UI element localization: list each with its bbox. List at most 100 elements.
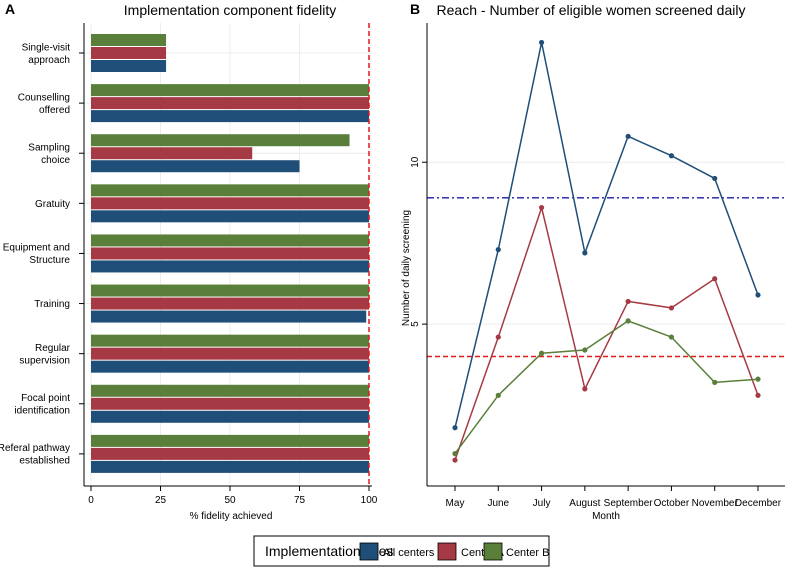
panel-b-x-ticks: May June July August September October Novembe…: [446, 486, 782, 509]
point-center-b-may: [452, 451, 458, 457]
panel-a-x-axis-label: % fidelity achieved: [190, 511, 273, 522]
bar-sampling-choice-center-a: [91, 147, 253, 160]
panel-b-x-tick-label-may: May: [446, 498, 465, 509]
panel-a-category-label: Focal point: [21, 393, 70, 404]
panel-a-category-label: Equipment and: [3, 243, 70, 254]
bar-focal-point-identification-center-b: [91, 384, 369, 397]
panel-a-category-label: Training: [34, 299, 70, 310]
point-all-centers-september: [625, 133, 631, 139]
panel-a-category-label: choice: [41, 155, 70, 166]
panel-a-category-label: established: [19, 456, 70, 467]
legend-swatch-center-b: [483, 542, 503, 561]
panel-b-y-ticks: 5 10: [410, 156, 427, 327]
point-all-centers-june: [495, 247, 501, 253]
point-center-a-september: [625, 298, 631, 305]
point-all-centers-july: [538, 39, 545, 46]
panel-a-x-tick-label: 50: [224, 495, 236, 506]
point-center-a-august: [582, 386, 588, 392]
panel-b-reference-lines: [427, 197, 785, 358]
point-center-a-july: [538, 204, 545, 211]
legend-label-center-b: Center B: [506, 547, 549, 559]
legend-swatch-center-a: [437, 542, 457, 561]
bar-referal-pathway-established-all-centers: [91, 460, 369, 473]
panel-b-x-tick-label-october: October: [654, 498, 690, 509]
bar-gratuity-all-centers: [91, 210, 369, 223]
point-center-a-october: [668, 305, 675, 311]
panel-a-category-label: Referal pathway: [0, 443, 70, 454]
panel-a-category-label: approach: [28, 55, 70, 66]
panel-a-category-label: Sampling: [28, 142, 70, 153]
panel-a: A Implementation component fidelity Sing…: [0, 1, 378, 522]
bar-training-center-b: [91, 284, 369, 297]
bar-focal-point-identification-all-centers: [91, 410, 369, 423]
bar-referal-pathway-established-center-b: [91, 434, 369, 447]
bar-single-visit-approach-center-b: [91, 34, 167, 46]
bar-training-center-a: [91, 297, 369, 310]
bar-equipment-and-structure-center-a: [91, 247, 369, 260]
panel-b-x-tick-label-july: July: [533, 498, 551, 509]
legend-label-all-centers: All centers: [383, 547, 435, 559]
point-all-centers-december: [755, 292, 761, 298]
line-all-centers: [454, 41, 759, 428]
panel-a-x-tick-label: 75: [294, 495, 306, 506]
bar-equipment-and-structure-center-b: [91, 234, 369, 247]
panel-a-letter: A: [5, 1, 15, 17]
bar-regular-supervision-center-a: [91, 347, 369, 360]
point-center-a-november: [712, 276, 718, 282]
point-center-b-august: [582, 347, 588, 353]
point-all-centers-august: [582, 250, 588, 256]
bar-focal-point-identification-center-a: [91, 397, 369, 410]
point-center-a-may: [452, 457, 458, 463]
bar-referal-pathway-established-center-a: [91, 447, 369, 460]
bar-counselling-offered-center-a: [91, 97, 369, 110]
panel-b-y-axis-label: Number of daily screening: [401, 210, 412, 326]
panel-a-category-labels: Single-visit approach Counselling offered Sa…: [0, 42, 84, 467]
panel-b-y-tick-label: 10: [410, 156, 421, 168]
panel-b-y-tick-label: 5: [410, 321, 421, 327]
point-all-centers-may: [452, 425, 458, 431]
point-center-a-june: [495, 334, 501, 340]
panel-a-category-label: offered: [39, 105, 70, 116]
panel-a-category-label: Gratuity: [35, 199, 70, 210]
point-center-a-december: [755, 392, 761, 398]
bar-equipment-and-structure-all-centers: [91, 260, 369, 273]
panel-b-x-tick-label-november: November: [692, 498, 739, 509]
panel-a-category-label: Counselling: [18, 92, 70, 103]
panel-b-x-tick-label-september: September: [604, 498, 654, 509]
point-center-b-october: [668, 334, 675, 340]
panel-a-title: Implementation component fidelity: [124, 2, 336, 18]
panel-b-x-tick-label-august: August: [569, 498, 600, 509]
panel-b-title: Reach - Number of eligible women screene…: [437, 2, 746, 18]
panel-a-bars: [91, 34, 369, 473]
bar-counselling-offered-all-centers: [91, 110, 369, 123]
bar-regular-supervision-center-b: [91, 334, 369, 347]
panel-a-category-label: Single-visit: [22, 42, 71, 53]
bar-regular-supervision-all-centers: [91, 360, 369, 373]
bar-single-visit-approach-all-centers: [91, 60, 167, 72]
panel-b-x-axis-label: Month: [592, 511, 620, 522]
panel-b-letter: B: [410, 1, 420, 17]
panel-b-gridlines: [427, 161, 785, 325]
panel-a-x-tick-label: 25: [155, 495, 167, 506]
bar-training-all-centers: [91, 310, 367, 323]
panel-a-x-ticks: 0 25 50 75 100: [88, 486, 378, 506]
panel-b-series-lines: [454, 41, 759, 461]
panel-a-category-label: Regular: [35, 343, 71, 354]
point-center-b-september: [625, 318, 631, 324]
legend: Implementation sites All centers Center …: [253, 535, 550, 567]
panel-b: B Reach - Number of eligible women scree…: [401, 1, 785, 522]
point-center-b-november: [712, 379, 718, 385]
bar-gratuity-center-a: [91, 197, 369, 210]
panel-a-category-label: identification: [14, 406, 70, 417]
line-center-a: [454, 206, 759, 461]
panel-b-x-tick-label-december: December: [735, 498, 782, 509]
line-center-b: [454, 320, 759, 455]
panel-b-series-points: [452, 39, 761, 463]
bar-gratuity-center-b: [91, 184, 369, 197]
panel-a-category-label: supervision: [19, 355, 70, 366]
bar-sampling-choice-all-centers: [91, 160, 300, 173]
bar-counselling-offered-center-b: [91, 84, 369, 97]
legend-swatch-all-centers: [359, 542, 379, 561]
bar-sampling-choice-center-b: [91, 134, 350, 147]
